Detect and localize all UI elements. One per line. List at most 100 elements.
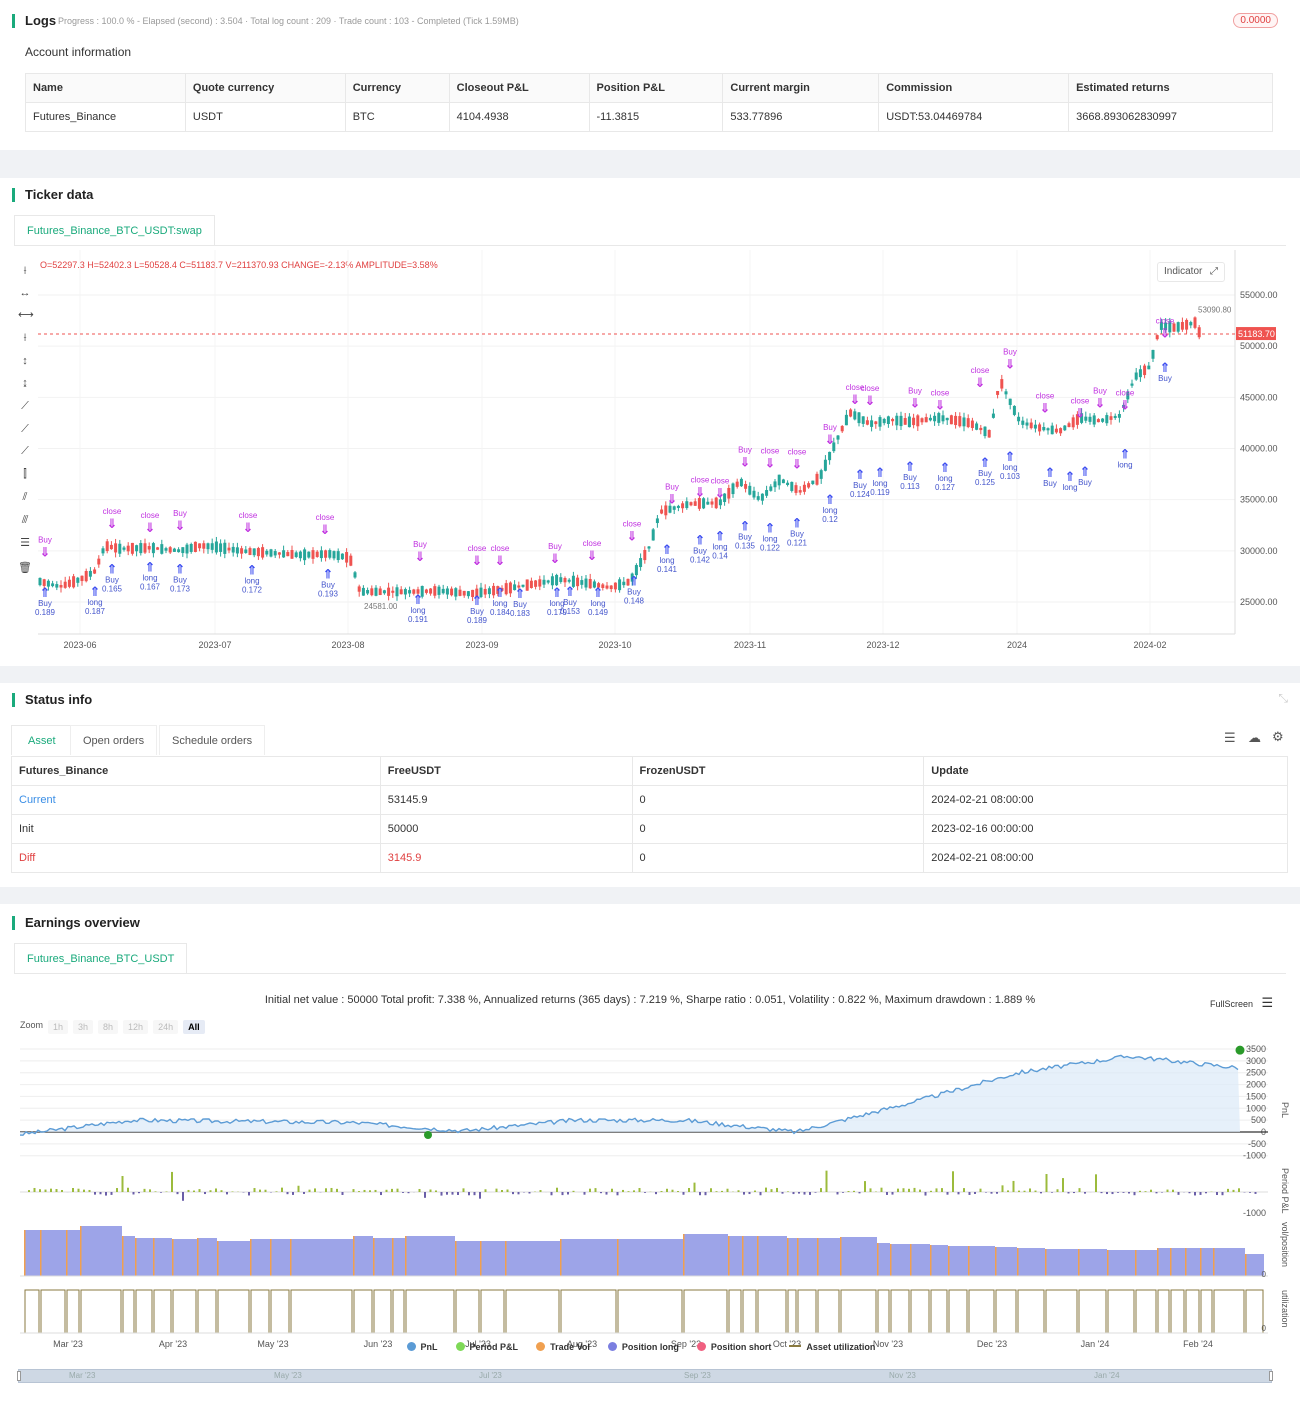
candle-body bbox=[277, 552, 281, 555]
vertical-ray-icon[interactable]: ↨ bbox=[22, 377, 28, 389]
period-bar bbox=[660, 1191, 663, 1192]
tab-schedule-orders[interactable]: Schedule orders bbox=[159, 725, 266, 755]
trash-icon[interactable]: 🗑 bbox=[18, 562, 32, 574]
trade-vol-bar bbox=[560, 1239, 562, 1276]
legend-item[interactable]: Position long bbox=[607, 1342, 679, 1352]
crosshair-icon[interactable]: ⟊ bbox=[23, 265, 27, 277]
price-channel-icon[interactable]: ⫿ bbox=[23, 468, 27, 480]
buy-arrow: ⇑ bbox=[1080, 464, 1091, 479]
date-tick: 2023-10 bbox=[598, 640, 631, 650]
position-bar bbox=[153, 1238, 172, 1276]
fullscreen-button[interactable]: FullScreen ☰ bbox=[1210, 995, 1273, 1011]
legend-item[interactable]: Position short bbox=[696, 1342, 771, 1352]
period-bar bbox=[143, 1188, 146, 1192]
candle-body bbox=[828, 451, 832, 461]
asset-cell[interactable]: Diff bbox=[11, 843, 381, 873]
ticker-title: Ticker data bbox=[12, 188, 93, 202]
candle-body bbox=[1180, 322, 1184, 330]
zoom-option[interactable]: All bbox=[183, 1020, 205, 1034]
navigator-handle-right[interactable] bbox=[1269, 1371, 1273, 1381]
legend-item[interactable]: PnL bbox=[406, 1342, 438, 1352]
candle-body bbox=[958, 416, 962, 427]
legend-item[interactable]: Asset utilization bbox=[789, 1342, 875, 1352]
pnl-tick: 3000 bbox=[1246, 1056, 1266, 1066]
list-icon[interactable]: ☰ bbox=[1224, 730, 1236, 745]
buy-size: 0.165 bbox=[102, 584, 123, 593]
account-header: Name bbox=[25, 73, 186, 103]
collapse-icon[interactable]: ⤡ bbox=[1278, 691, 1288, 705]
close-arrow: ⇓ bbox=[587, 548, 598, 563]
parallel-channel-icon[interactable]: ⫽ bbox=[22, 491, 28, 503]
account-cell: 533.77896 bbox=[722, 102, 880, 132]
candle-body bbox=[651, 529, 655, 541]
candle-body bbox=[462, 590, 466, 596]
navigator-handle-left[interactable] bbox=[17, 1371, 21, 1381]
candle-body bbox=[815, 473, 819, 485]
tab-ticker-symbol[interactable]: Futures_Binance_BTC_USDT:swap bbox=[14, 215, 215, 245]
fib-icon[interactable]: ⫻ bbox=[21, 514, 29, 526]
price-chart[interactable]: 55000.00 50000.00 45000.00 40000.00 35000.00… bbox=[0, 246, 1300, 666]
period-bar bbox=[935, 1188, 938, 1192]
buy-label: Buy bbox=[853, 481, 867, 490]
zoom-option[interactable]: 24h bbox=[153, 1020, 179, 1034]
trade-vol-bar bbox=[840, 1237, 842, 1276]
period-bar bbox=[44, 1189, 47, 1192]
period-bar bbox=[418, 1188, 421, 1192]
legend-item[interactable]: Trade Vol bbox=[536, 1342, 590, 1352]
x-tick: Mar '23 bbox=[53, 1339, 83, 1349]
candle-body bbox=[1101, 418, 1105, 422]
tab-open-orders[interactable]: Open orders bbox=[70, 725, 158, 755]
indicator-button[interactable]: Indicator ⤢ bbox=[1157, 262, 1225, 282]
period-bar bbox=[1238, 1188, 1240, 1192]
horizontal-line-icon[interactable]: ↔ bbox=[19, 287, 31, 299]
candle-body bbox=[672, 506, 676, 510]
pnl-line bbox=[19, 1054, 1239, 1136]
buy-arrow: ⇑ bbox=[1120, 447, 1131, 462]
asset-cell: 3145.9 bbox=[379, 843, 633, 873]
candle-body bbox=[685, 501, 689, 509]
candle-body bbox=[126, 545, 130, 552]
period-bar bbox=[633, 1190, 635, 1192]
period-bar bbox=[748, 1192, 751, 1195]
period-bar bbox=[39, 1189, 41, 1192]
tab-earnings-symbol[interactable]: Futures_Binance_BTC_USDT bbox=[14, 943, 188, 973]
fib-levels-icon[interactable]: ☰ bbox=[20, 537, 30, 549]
zoom-option[interactable]: 1h bbox=[48, 1020, 69, 1034]
candle-body bbox=[601, 584, 605, 588]
close-arrow: ⇓ bbox=[792, 457, 803, 472]
vertical-line-icon[interactable]: ⟊ bbox=[23, 332, 27, 344]
candle-body bbox=[118, 543, 122, 554]
asset-cell: 0 bbox=[631, 843, 925, 873]
zoom-option[interactable]: 8h bbox=[98, 1020, 119, 1034]
candle-body bbox=[256, 548, 260, 557]
period-bar bbox=[721, 1190, 723, 1192]
period-bar bbox=[809, 1192, 811, 1195]
candle-body bbox=[471, 589, 475, 598]
candle-body bbox=[1113, 415, 1117, 419]
candle-body bbox=[979, 427, 983, 431]
tab-asset[interactable]: Asset bbox=[11, 725, 73, 755]
zoom-option[interactable]: 12h bbox=[123, 1020, 149, 1034]
position-bar bbox=[405, 1236, 455, 1276]
candle-body bbox=[303, 549, 307, 561]
asset-cell[interactable]: Current bbox=[11, 785, 381, 815]
close-label: close bbox=[468, 544, 487, 553]
period-bar bbox=[913, 1187, 916, 1192]
navigator[interactable]: Mar '23 May '23 Jul '23 Sep '23 Nov '23 Jan '… bbox=[17, 1369, 1273, 1383]
cloud-download-icon[interactable]: ☁ bbox=[1248, 730, 1261, 745]
period-bar bbox=[380, 1192, 382, 1196]
period-bar bbox=[924, 1192, 927, 1196]
legend-item[interactable]: Period P&L bbox=[455, 1342, 518, 1352]
ray-line-icon[interactable]: ⟋ bbox=[21, 423, 29, 435]
trend-line-icon[interactable]: ⟋ bbox=[21, 400, 29, 412]
vertical-segment-icon[interactable]: ↕ bbox=[22, 355, 28, 367]
extended-line-icon[interactable]: ⟋ bbox=[21, 445, 29, 457]
close-arrow: ⇓ bbox=[765, 456, 776, 471]
position-bar bbox=[80, 1226, 122, 1276]
candle-body bbox=[181, 547, 185, 554]
candle-body bbox=[870, 420, 874, 427]
zoom-option[interactable]: 3h bbox=[73, 1020, 94, 1034]
horizontal-ray-icon[interactable]: ⟷ bbox=[18, 309, 34, 321]
gear-icon[interactable]: ⚙ bbox=[1272, 729, 1284, 744]
